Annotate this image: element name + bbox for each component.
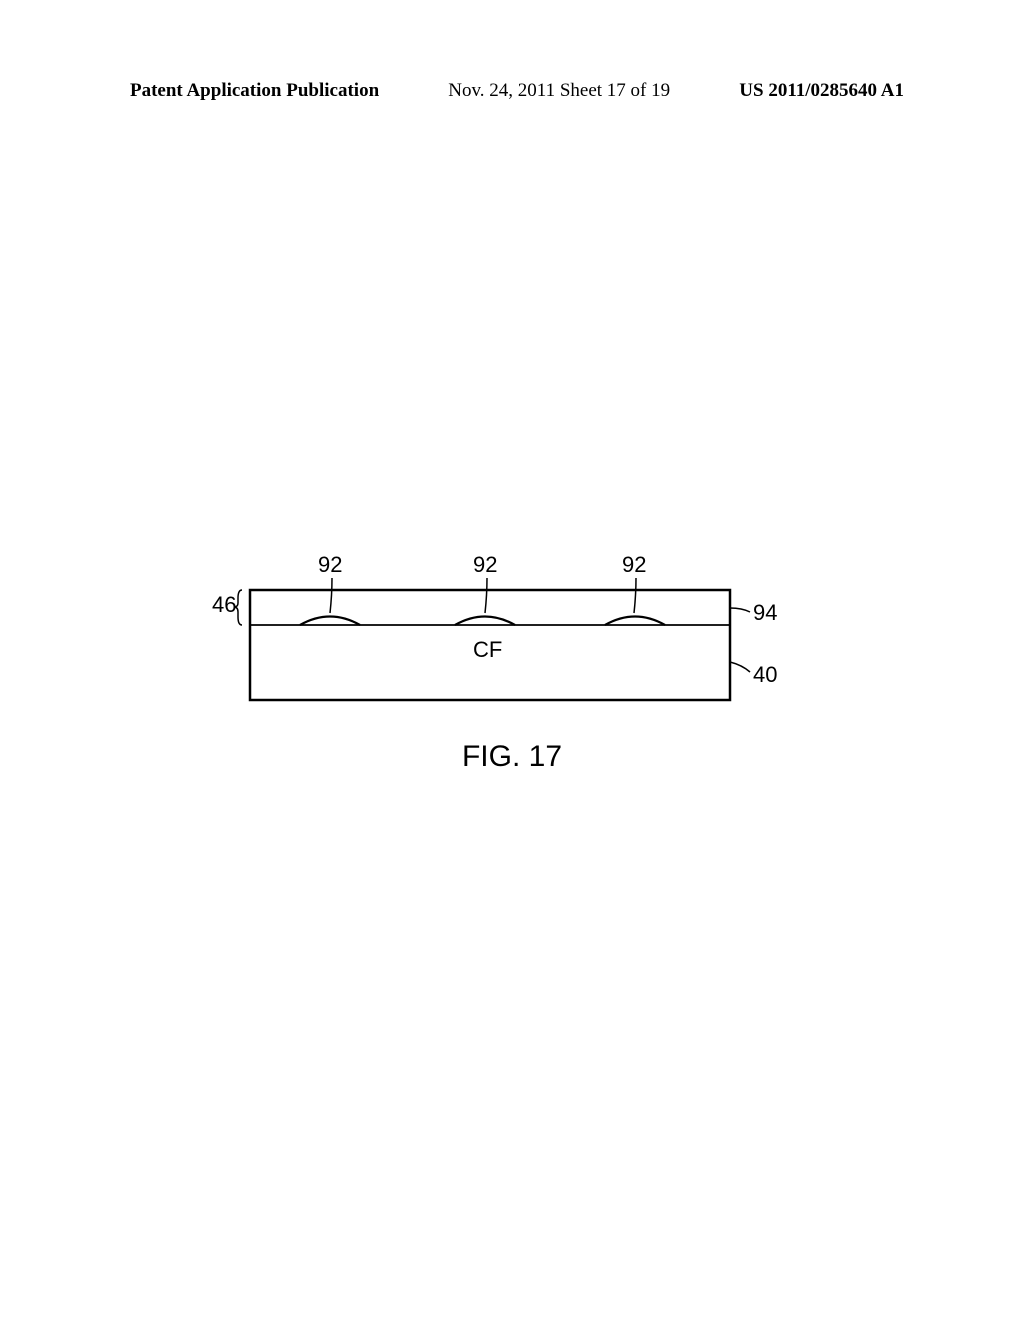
header-publication-number: US 2011/0285640 A1 [739,80,904,102]
bump-92-center [455,617,515,626]
ref-92-left-text: 92 [318,552,342,577]
ref-46-text: 46 [212,592,236,617]
ref-92-right-text: 92 [622,552,646,577]
leader-94 [730,608,750,612]
header-publication-type: Patent Application Publication [130,80,379,102]
ref-94-text: 94 [753,600,777,625]
bump-92-left [300,617,360,626]
leader-92-left [330,578,332,613]
cross-section-svg: 46 92 92 92 94 40 CF [190,540,790,720]
figure-caption: FIG. 17 [0,740,1024,774]
ref-92-center-text: 92 [473,552,497,577]
ref-40-text: 40 [753,662,777,687]
patent-header: Patent Application Publication Nov. 24, … [0,80,1024,102]
figure-diagram: 46 92 92 92 94 40 CF [190,540,790,725]
cf-label: CF [473,637,502,662]
header-date-sheet: Nov. 24, 2011 Sheet 17 of 19 [448,80,670,102]
leader-92-center [485,578,487,613]
bump-92-right [605,617,665,626]
leader-40 [730,662,750,672]
leader-92-right [634,578,636,613]
